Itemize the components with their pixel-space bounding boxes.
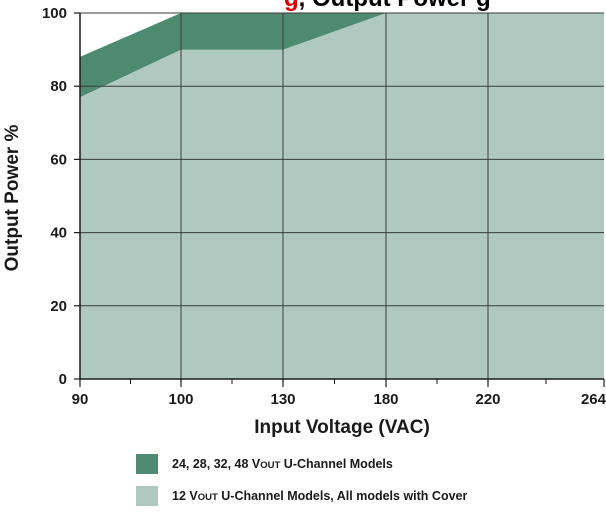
x-tick-label-4: 180 (373, 391, 398, 408)
legend-label-series-1: 24, 28, 32, 48 VOUT U-Channel Models (172, 457, 393, 471)
x-tick-label-3: 130 (270, 391, 295, 408)
legend-swatch-series-1 (136, 453, 158, 474)
y-tick-label-4: 60 (50, 151, 67, 168)
legend-swatch-series-2 (136, 485, 158, 506)
plot-area: 0 20 40 60 80 100 90 100 130 180 220 264 (42, 5, 606, 408)
x-tick-label-5: 220 (475, 391, 500, 408)
legend-label-part-2: OUT (260, 459, 281, 471)
y-tick-label-2: 20 (50, 298, 67, 315)
y-tick-label-3: 40 (50, 225, 67, 242)
chart: g, Output Power g 0 20 40 60 80 100 90 100 130 18… (2, 0, 606, 438)
legend-label-part-3: U-Channel Models (280, 456, 393, 471)
legend-item-series-2: 12 VOUT U-Channel Models, All models wit… (136, 485, 467, 506)
y-axis-label: Output Power % (2, 125, 23, 272)
y-tick-label-5: 80 (50, 78, 67, 95)
x-tick-label-1: 90 (72, 391, 89, 408)
legend-label-part-1: 24, 28, 32, 48 V (172, 456, 261, 471)
chart-title: g, Output Power g (284, 0, 491, 12)
y-tick-label-6: 100 (42, 5, 67, 22)
area-series-2 (80, 13, 604, 379)
x-tick-label-6: 264 (581, 391, 606, 408)
legend-item-series-1: 24, 28, 32, 48 VOUT U-Channel Models (136, 453, 467, 474)
legend: 24, 28, 32, 48 VOUT U-Channel Models 12 … (136, 453, 467, 517)
chart-title-part-2: , Output Power g (299, 0, 491, 12)
chart-title-part-1: g (284, 0, 299, 12)
y-tick-label-1: 0 (59, 371, 67, 388)
legend-label-part-2: OUT (197, 491, 218, 503)
x-axis-label: Input Voltage (VAC) (254, 417, 430, 438)
x-tick-label-2: 100 (168, 391, 193, 408)
legend-label-part-1: 12 V (172, 488, 198, 503)
legend-label-series-2: 12 VOUT U-Channel Models, All models wit… (172, 489, 467, 503)
legend-label-part-3: U-Channel Models, All models with Cover (217, 488, 468, 503)
